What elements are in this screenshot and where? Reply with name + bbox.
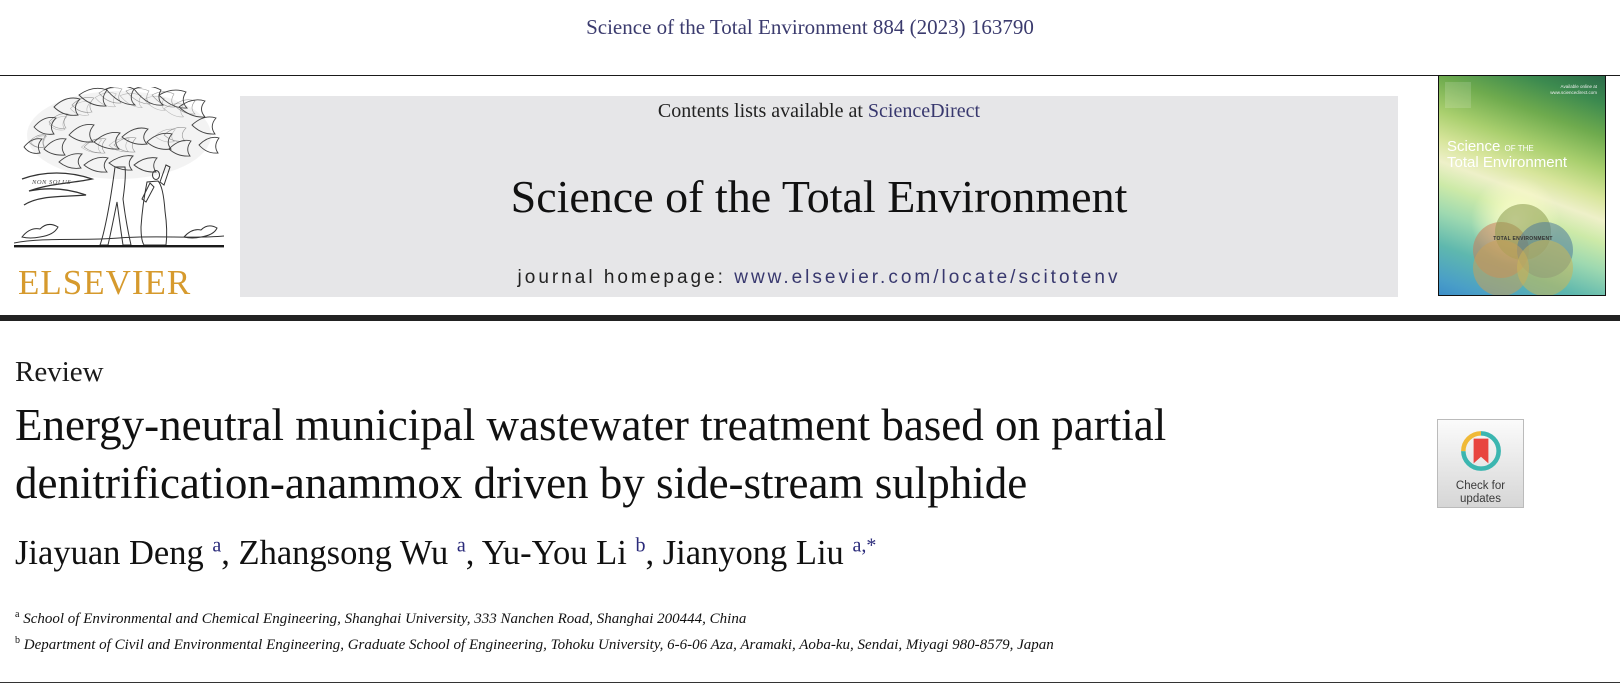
svg-text:NON SOLUS: NON SOLUS <box>31 179 71 186</box>
